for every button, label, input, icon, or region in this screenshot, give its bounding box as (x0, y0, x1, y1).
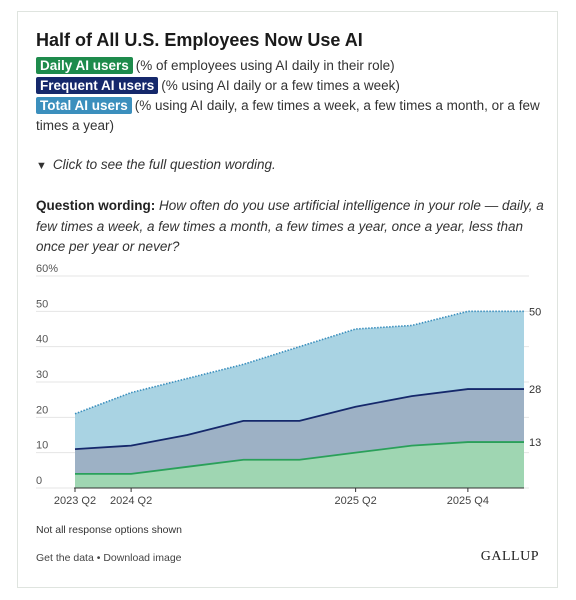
end-value-label: 28 (529, 384, 541, 396)
legend-frequent: Frequent AI users (% using AI daily or a … (36, 76, 541, 96)
footer-links: Get the data • Download image (36, 552, 182, 564)
end-value-label: 50 (529, 306, 541, 318)
y-tick-label: 10 (36, 440, 48, 452)
y-tick-label: 50 (36, 298, 48, 310)
legend-desc-daily: (% of employees using AI daily in their … (135, 58, 395, 73)
area-daily-ai-users (75, 442, 524, 488)
y-tick-label: 60% (36, 263, 58, 275)
legend-tag-frequent: Frequent AI users (36, 77, 159, 94)
y-tick-label: 40 (36, 334, 48, 346)
y-tick-label: 0 (36, 475, 42, 487)
series-line-total-ai-users (74, 310, 524, 415)
series-line-daily-ai-users (75, 441, 524, 475)
question-wording: Question wording: How often do you use a… (36, 196, 546, 258)
y-tick-label: 30 (36, 369, 48, 381)
y-tick-label: 20 (36, 404, 48, 416)
legend-desc-frequent: (% using AI daily or a few times a week) (161, 78, 400, 93)
x-tick-label: 2025 Q2 (335, 495, 377, 507)
footnote: Not all response options shown (36, 524, 182, 536)
question-label: Question wording: (36, 198, 156, 213)
question-wording-toggle[interactable]: ▼ Click to see the full question wording. (36, 157, 276, 172)
toggle-label: Click to see the full question wording. (52, 157, 276, 172)
legend-daily: Daily AI users (% of employees using AI d… (36, 56, 541, 76)
area-chart: 0 10 20 30 40 50 60% 50 28 13 2023 Q2 2024 Q2 2025 Q… (36, 263, 541, 507)
question-text: How often do you use artificial intellig… (36, 198, 544, 254)
x-tick-label: 2023 Q2 (54, 495, 96, 507)
get-data-link[interactable]: Get the data (36, 552, 94, 564)
download-image-link[interactable]: Download image (103, 552, 182, 564)
x-tick-label: 2025 Q4 (447, 495, 489, 507)
legend-tag-total: Total AI users (36, 97, 132, 114)
legend-desc-total: (% using AI daily, a few times a week, a… (36, 98, 540, 133)
gallup-logo: GALLUP (480, 549, 539, 564)
chart-title: Half of All U.S. Employees Now Use AI (36, 30, 363, 50)
series-line-frequent-ai-users (74, 388, 524, 451)
chart-card: Half of All U.S. Employees Now Use AI Da… (17, 11, 558, 588)
caret-down-icon: ▼ (36, 160, 47, 172)
legend-total: Total AI users (% using AI daily, a few t… (36, 96, 541, 136)
x-tick-label: 2024 Q2 (110, 495, 152, 507)
footer-separator: • (93, 552, 104, 564)
end-value-label: 13 (529, 437, 541, 449)
legend-tag-daily: Daily AI users (36, 57, 133, 74)
